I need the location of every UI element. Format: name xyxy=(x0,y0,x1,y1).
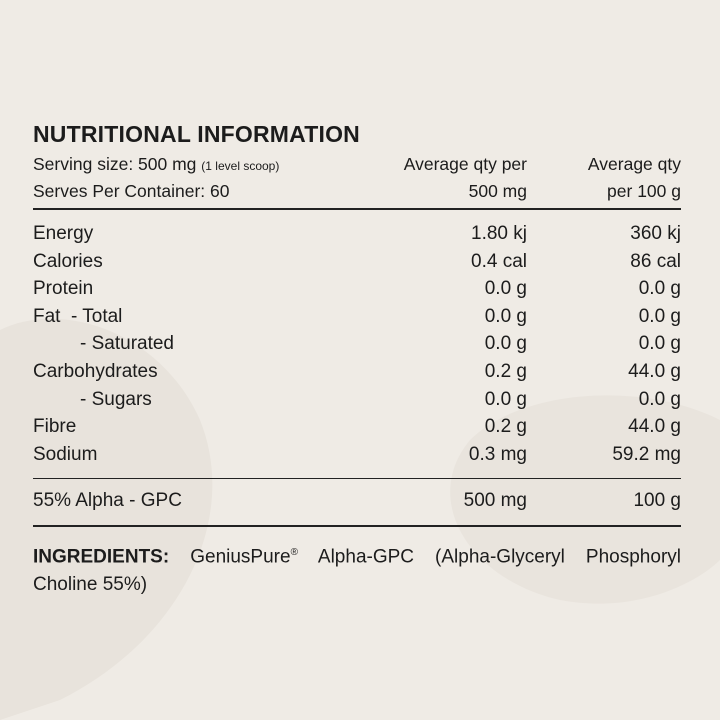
row-per-100g: 360 kj xyxy=(630,223,681,244)
row-per-serve: 0.0 g xyxy=(484,388,527,410)
row-per-100g: 44.0 g xyxy=(628,416,681,438)
row-per-100g: 0.0 g xyxy=(638,278,681,300)
row-per-100g: 59.2 mg xyxy=(612,443,681,465)
row-label: Energy xyxy=(33,223,94,244)
row-per-100g: 0.0 g xyxy=(638,305,681,327)
serving-size-note: (1 level scoop) xyxy=(201,159,280,173)
table-row: Sodium 0.3 mg 59.2 mg xyxy=(33,441,681,469)
col2-header-line1: Average qty xyxy=(587,154,681,174)
table-row: Fat - Total 0.0 g 0.0 g xyxy=(33,303,681,331)
table-row: Energy 1.80 kj 360 kj xyxy=(33,220,681,248)
registered-mark: ® xyxy=(290,546,298,558)
row-label: Fibre xyxy=(33,416,77,438)
table-row: Fibre 0.2 g 44.0 g xyxy=(33,413,681,441)
col1-header-line2: 500 mg xyxy=(468,181,527,201)
row-label: Calories xyxy=(33,250,103,272)
row-per-serve: 1.80 kj xyxy=(471,223,527,244)
divider-middle xyxy=(33,478,681,480)
table-row: Protein 0.0 g 0.0 g xyxy=(33,275,681,303)
table-row: Calories 0.4 cal 86 cal xyxy=(33,248,681,276)
row-per-serve: 0.0 g xyxy=(484,333,527,355)
col2-header-line2: per 100 g xyxy=(607,181,681,201)
divider-top xyxy=(33,208,681,210)
col1-header-line1: Average qty per xyxy=(403,154,527,174)
row-label: - Sugars xyxy=(80,388,152,410)
table-row: - Sugars 0.0 g 0.0 g xyxy=(33,386,681,414)
table-row: Carbohydrates 0.2 g 44.0 g xyxy=(33,358,681,386)
row-per-100g: 0.0 g xyxy=(638,388,681,410)
active-per-serve: 500 mg xyxy=(463,490,527,512)
nutrition-panel: NUTRITIONAL INFORMATION Serving size: 50… xyxy=(33,118,681,599)
panel-title: NUTRITIONAL INFORMATION xyxy=(33,121,360,147)
serving-size: Serving size: 500 mg xyxy=(33,154,197,174)
divider-bottom xyxy=(33,524,681,527)
row-per-100g: 44.0 g xyxy=(628,360,681,382)
row-per-serve: 0.0 g xyxy=(484,278,527,300)
active-ingredient-row: 55% Alpha - GPC 500 mg 100 g xyxy=(33,487,681,515)
ingredients-heading: INGREDIENTS: xyxy=(33,546,170,568)
nutrient-table: Energy 1.80 kj 360 kj Calories 0.4 cal 8… xyxy=(33,220,681,468)
active-label: 55% Alpha - GPC xyxy=(33,490,182,512)
table-row: - Saturated 0.0 g 0.0 g xyxy=(33,330,681,358)
serves-per-container: Serves Per Container: 60 xyxy=(33,181,230,201)
row-per-serve: 0.2 g xyxy=(484,416,527,438)
row-label: Protein xyxy=(33,278,94,300)
row-per-100g: 86 cal xyxy=(630,250,681,272)
row-label: - Saturated xyxy=(80,333,174,355)
row-per-100g: 0.0 g xyxy=(638,333,681,355)
row-per-serve: 0.4 cal xyxy=(471,250,527,272)
ingredients-statement: INGREDIENTS: GeniusPure® Alpha-GPC (Alph… xyxy=(33,539,681,599)
row-label: Fat - Total xyxy=(33,305,123,327)
row-label: Sodium xyxy=(33,443,98,465)
active-per-100g: 100 g xyxy=(633,490,681,512)
row-per-serve: 0.2 g xyxy=(484,360,527,382)
serving-header: Serving size: 500 mg (1 level scoop) Ser… xyxy=(33,150,681,204)
row-per-serve: 0.0 g xyxy=(484,305,527,327)
row-label: Carbohydrates xyxy=(33,360,158,382)
ingredients-brand: GeniusPure xyxy=(190,546,291,568)
row-per-serve: 0.3 mg xyxy=(468,443,527,465)
ingredients-text: Alpha-GPC (Alpha-Glyceryl Phosphoryl Cho… xyxy=(33,546,681,596)
